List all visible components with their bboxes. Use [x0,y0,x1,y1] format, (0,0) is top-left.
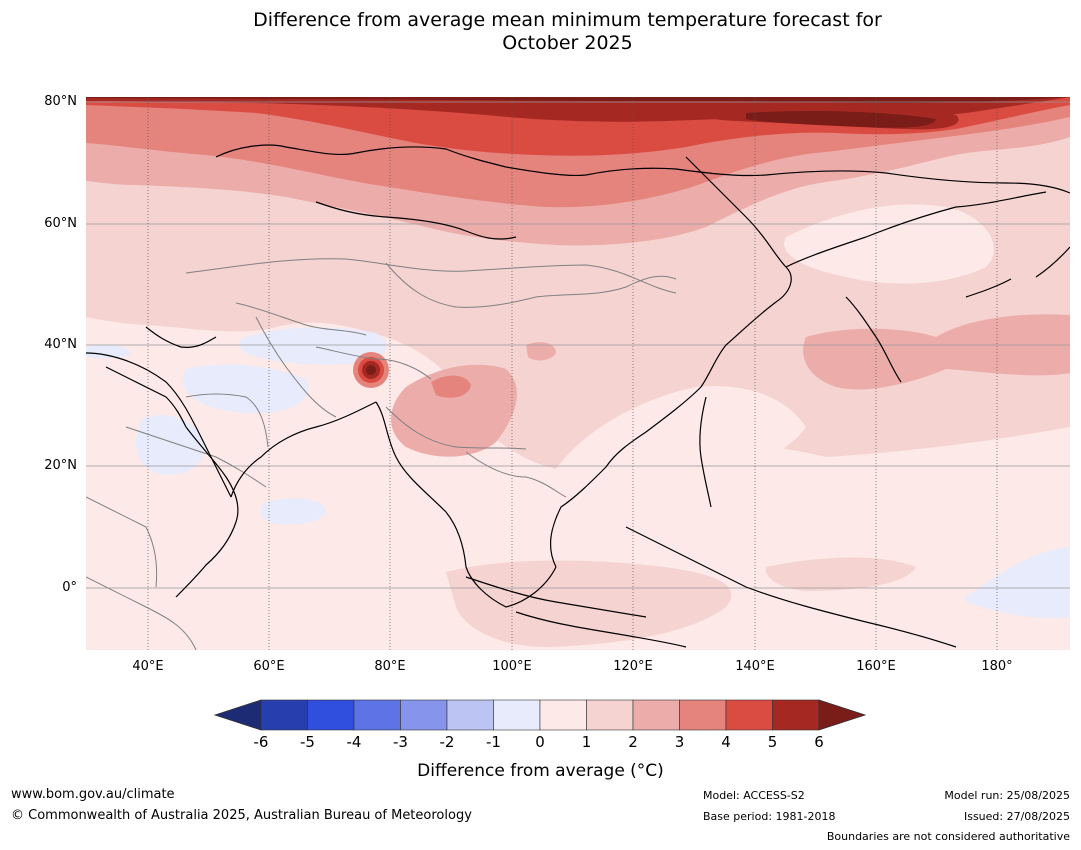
colorbar-tick: -2 [439,733,455,751]
anomaly-patch-minus1-0-med [86,344,131,359]
anomaly-patch-3-4-tibet [431,375,471,398]
country-boundaries [86,258,677,650]
issued-text: Issued: 27/08/2025 [963,810,1070,823]
colorbar-seg-minus5-minus4 [307,699,355,731]
colorbar-tick: -3 [393,733,408,751]
lat-label-20n: 20°N [44,458,77,473]
lat-label-80n: 80°N [44,94,77,109]
colorbar [214,699,866,731]
lon-label-80e: 80°E [374,659,406,674]
colorbar-seg-3-4 [679,699,727,731]
colorbar-tick: -6 [253,733,269,751]
anomaly-map-svg [86,97,1070,650]
title-line-1: Difference from average mean minimum tem… [253,9,882,31]
anomaly-patch-minus1-0-iran [182,364,309,414]
lat-label-40n: 40°N [44,337,77,352]
colorbar-tick: 6 [814,733,824,751]
anomaly-patch-minus1-0-central-asia [239,327,387,365]
lon-label-120e: 120°E [613,659,653,674]
colorbar-extend-low [214,699,262,731]
lat-label-0: 0° [62,580,77,595]
model-text: Model: ACCESS-S2 [703,789,805,802]
anomaly-patch-minus1-0-arabian-sea [260,498,326,525]
anomaly-band-1-2-south [446,560,732,647]
colorbar-title: Difference from average (°C) [417,761,664,781]
lon-label-60e: 60°E [253,659,285,674]
colorbar-seg-5-6 [772,699,820,731]
model-run-text: Model run: 25/08/2025 [944,789,1070,802]
colorbar-tick: -4 [346,733,362,751]
colorbar-tick: 5 [767,733,778,751]
colorbar-seg-minus1-0 [493,699,541,731]
colorbar-seg-minus6-minus5 [260,699,308,731]
copyright-text: © Commonwealth of Australia 2025, Austra… [11,808,472,823]
lon-label-140e: 140°E [735,659,775,674]
colorbar-tick: -5 [300,733,315,751]
base-period-text: Base period: 1981-2018 [703,810,836,823]
lon-label-100e: 100°E [492,659,532,674]
disclaimer-text: Boundaries are not considered authoritat… [826,830,1070,843]
colorbar-tick: 0 [535,733,545,751]
colorbar-seg-4-5 [725,699,773,731]
chart-title: Difference from average mean minimum tem… [0,9,1081,55]
anomaly-patch-0-1-china [548,386,806,537]
lon-label-160e: 160°E [856,659,896,674]
anomaly-patch-above6-east [746,111,936,128]
anomaly-patch-minus1-0-arabia [135,415,205,475]
colorbar-tick: 3 [674,733,685,751]
colorbar-seg-minus2-minus1 [446,699,494,731]
anomaly-band-above6 [86,97,1070,103]
anomaly-patch-2-3-pacific [803,314,1070,390]
hotspot-core [366,365,376,375]
lon-gridlines [147,97,998,650]
lon-label-40e: 40°E [132,659,164,674]
anomaly-band-1-2-se [765,557,916,591]
website-link[interactable]: www.bom.gov.au/climate [11,787,175,802]
colorbar-tick: 2 [628,733,638,751]
colorbar-extend-high [818,699,866,731]
colorbar-seg-0-1 [539,699,587,731]
forecast-map [86,97,1070,650]
colorbar-seg-2-3 [632,699,680,731]
colorbar-seg-minus4-minus3 [353,699,401,731]
lon-label-180: 180° [981,659,1013,674]
colorbar-seg-1-2 [586,699,634,731]
lat-gridlines [86,101,1070,589]
colorbar-seg-minus3-minus2 [400,699,448,731]
colorbar-tick: 4 [721,733,731,751]
colorbar-tick: 1 [581,733,592,751]
anomaly-patch-2-3-japan [526,342,556,361]
anomaly-patch-2-3-tibet [391,364,517,457]
lat-label-60n: 60°N [44,216,77,231]
colorbar-tick: -1 [486,733,501,751]
coastlines [86,144,1070,648]
anomaly-patch-minus1-0-pacific [966,547,1070,619]
title-line-2: October 2025 [502,32,633,54]
